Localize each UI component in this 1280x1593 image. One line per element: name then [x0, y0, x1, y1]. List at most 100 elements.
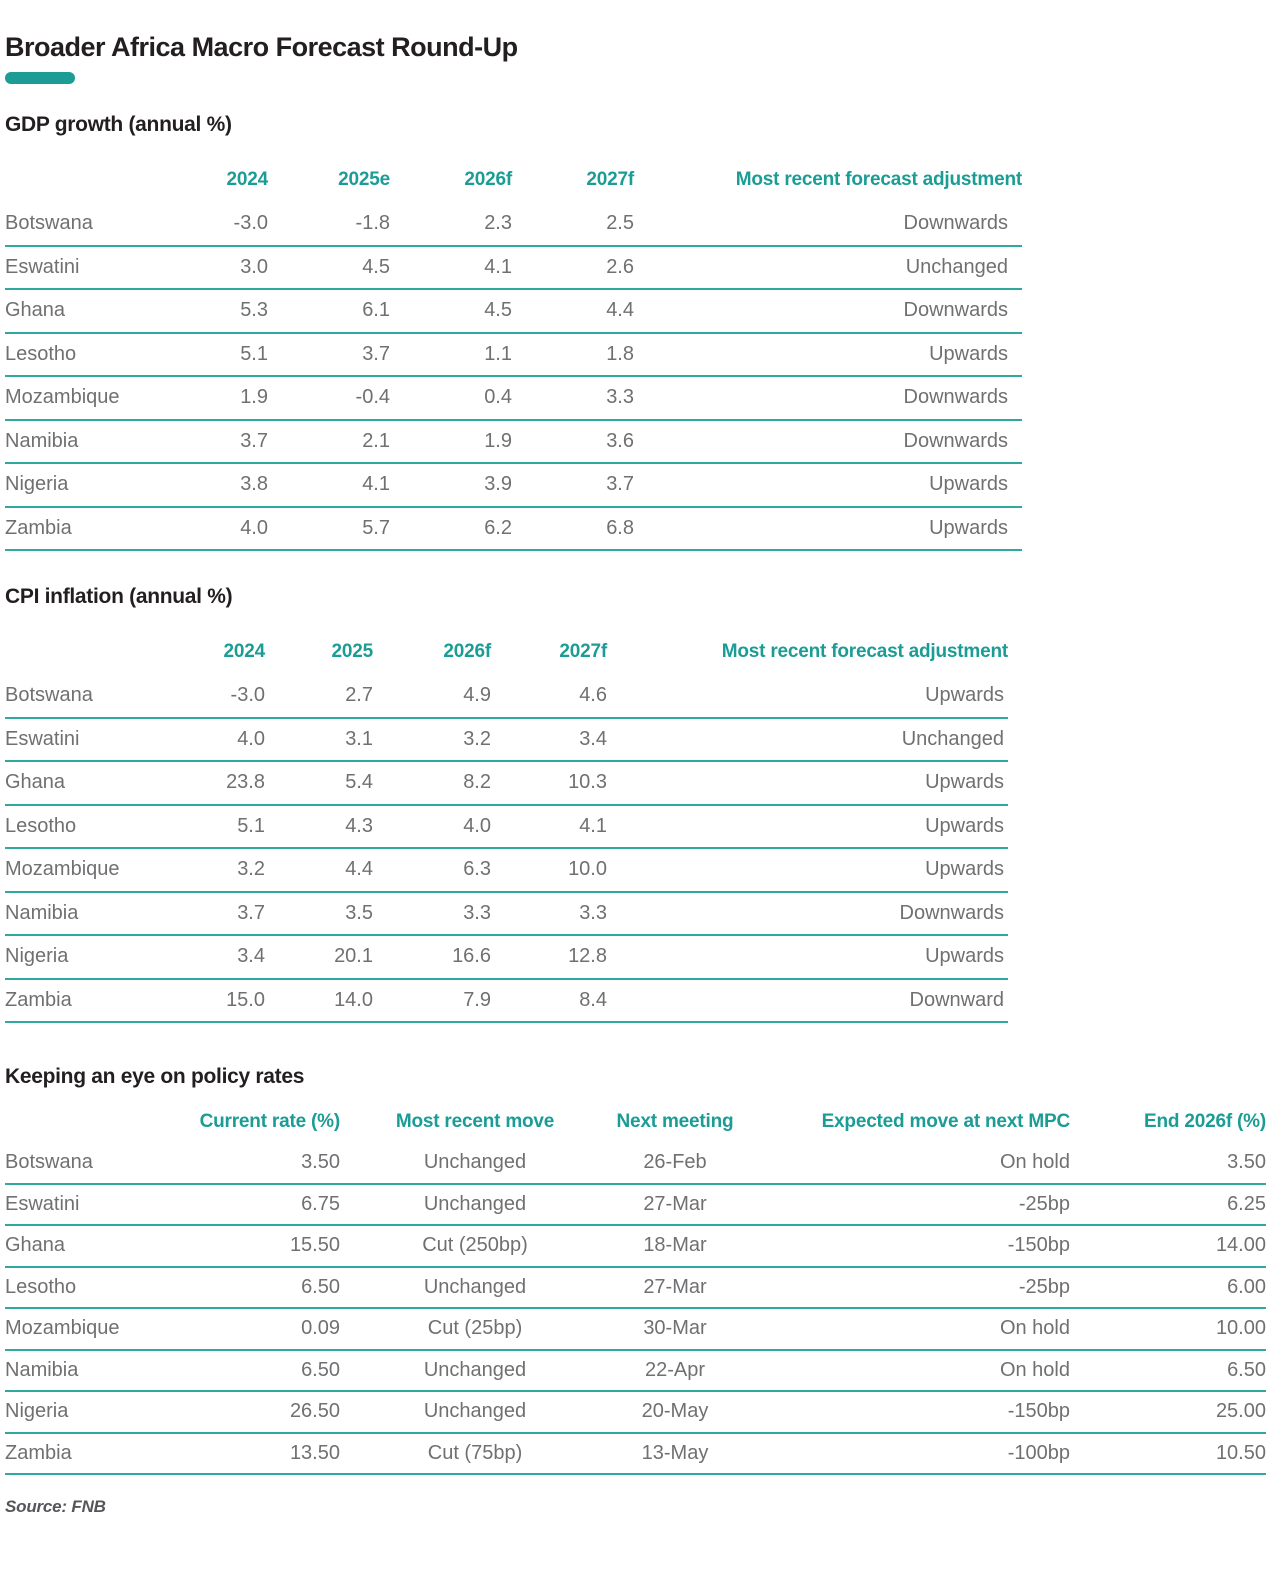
row-label-cell: Nigeria [5, 463, 168, 508]
value-cell: 5.1 [165, 804, 265, 850]
table-row: Nigeria 3.4 20.1 16.6 12.8 Upwards [5, 935, 1008, 980]
value-cell: Unchanged [340, 1391, 610, 1434]
table-row: Ghana 23.8 5.4 8.2 10.3 Upwards [5, 761, 1008, 806]
value-cell: Unchanged [340, 1183, 610, 1227]
value-cell: 3.5 [265, 891, 373, 937]
column-header: 2027f [586, 169, 634, 191]
column-header: 2025e [338, 169, 390, 191]
value-cell: Downwards [634, 289, 1022, 334]
value-cell: 4.1 [491, 804, 607, 850]
section-gdp-growth: GDP growth (annual %) 2024 2025e 2026f 2027… [5, 113, 1280, 552]
section-policy-rates: Keeping an eye on policy rates Current r… [5, 1065, 1280, 1476]
row-label-cell: Ghana [5, 761, 165, 806]
value-cell: 3.4 [165, 935, 265, 980]
value-cell: 1.9 [390, 419, 512, 465]
value-cell: On hold [740, 1143, 1070, 1185]
row-label-cell: Botswana [5, 1143, 168, 1185]
value-cell: -1.8 [268, 203, 390, 247]
value-cell: 4.3 [265, 804, 373, 850]
row-label-cell: Zambia [5, 978, 165, 1024]
value-cell: -25bp [740, 1183, 1070, 1227]
column-header: 2027f [559, 641, 607, 663]
column-header: Most recent forecast adjustment [721, 641, 1008, 663]
value-cell: 6.50 [168, 1266, 340, 1310]
value-cell: 14.00 [1070, 1225, 1266, 1268]
cpi-inflation-heading: CPI inflation (annual %) [5, 585, 233, 609]
value-cell: 3.2 [373, 717, 491, 763]
value-cell: Downwards [634, 376, 1022, 421]
value-cell: 6.50 [1070, 1349, 1266, 1393]
table-row: Nigeria 26.50 Unchanged 20-May -150bp 25.00 [5, 1391, 1266, 1434]
source-note: Source: FNB [5, 1497, 106, 1517]
table-row: Lesotho 5.1 3.7 1.1 1.8 Upwards [5, 332, 1022, 378]
value-cell: Unchanged [607, 717, 1008, 763]
value-cell: 27-Mar [610, 1183, 740, 1227]
row-label-cell: Lesotho [5, 332, 168, 378]
value-cell: 3.7 [165, 891, 265, 937]
column-header [5, 625, 165, 675]
value-cell: 3.6 [512, 419, 634, 465]
row-label-cell: Botswana [5, 203, 168, 247]
table-row: Lesotho 5.1 4.3 4.0 4.1 Upwards [5, 804, 1008, 850]
value-cell: 10.50 [1070, 1432, 1266, 1476]
table-row: Ghana 15.50 Cut (250bp) 18-Mar -150bp 14.00 [5, 1225, 1266, 1268]
value-cell: 27-Mar [610, 1266, 740, 1310]
column-header: 2026f [443, 641, 491, 663]
value-cell: 4.1 [390, 245, 512, 291]
value-cell: Upwards [607, 848, 1008, 893]
value-cell: Upwards [607, 761, 1008, 806]
row-label-cell: Namibia [5, 891, 165, 937]
value-cell: 13-May [610, 1432, 740, 1476]
value-cell: 4.5 [268, 245, 390, 291]
value-cell: 3.2 [165, 848, 265, 893]
value-cell: Upwards [607, 935, 1008, 980]
table-row: Namibia 3.7 2.1 1.9 3.6 Downwards [5, 419, 1022, 465]
table-row: Mozambique 1.9 -0.4 0.4 3.3 Downwards [5, 376, 1022, 421]
value-cell: 26-Feb [610, 1143, 740, 1185]
value-cell: 3.3 [491, 891, 607, 937]
table-row: Mozambique 3.2 4.4 6.3 10.0 Upwards [5, 848, 1008, 893]
value-cell: 1.8 [512, 332, 634, 378]
row-label-cell: Eswatini [5, 717, 165, 763]
table-row: Mozambique 0.09 Cut (25bp) 30-Mar On hold 10.… [5, 1308, 1266, 1351]
value-cell: Upwards [634, 332, 1022, 378]
value-cell: On hold [740, 1349, 1070, 1393]
value-cell: 10.3 [491, 761, 607, 806]
value-cell: 2.5 [512, 203, 634, 247]
column-header: Most recent forecast adjustment [735, 169, 1022, 191]
value-cell: 20.1 [265, 935, 373, 980]
value-cell: 4.1 [268, 463, 390, 508]
value-cell: Unchanged [340, 1266, 610, 1310]
column-header: End 2026f (%) [1144, 1111, 1266, 1133]
table-row: Zambia 15.0 14.0 7.9 8.4 Downward [5, 978, 1008, 1024]
value-cell: -150bp [740, 1391, 1070, 1434]
column-header: 2024 [223, 641, 266, 663]
value-cell: 5.3 [168, 289, 268, 334]
table-row: Zambia 13.50 Cut (75bp) 13-May -100bp 10.50 [5, 1432, 1266, 1476]
value-cell: 4.0 [168, 506, 268, 552]
value-cell: 4.5 [390, 289, 512, 334]
value-cell: 20-May [610, 1391, 740, 1434]
value-cell: Unchanged [634, 245, 1022, 291]
value-cell: 4.0 [165, 717, 265, 763]
value-cell: 3.4 [491, 717, 607, 763]
row-label-cell: Mozambique [5, 1308, 168, 1351]
table-row: Eswatini 6.75 Unchanged 27-Mar -25bp 6.25 [5, 1183, 1266, 1227]
value-cell: -0.4 [268, 376, 390, 421]
value-cell: Cut (25bp) [340, 1308, 610, 1351]
value-cell: 4.4 [265, 848, 373, 893]
value-cell: 13.50 [168, 1432, 340, 1476]
value-cell: 2.7 [265, 675, 373, 719]
row-label-cell: Zambia [5, 506, 168, 552]
value-cell: 7.9 [373, 978, 491, 1024]
table-row: Namibia 6.50 Unchanged 22-Apr On hold 6.50 [5, 1349, 1266, 1393]
value-cell: 30-Mar [610, 1308, 740, 1351]
value-cell: 5.1 [168, 332, 268, 378]
table-row: Lesotho 6.50 Unchanged 27-Mar -25bp 6.00 [5, 1266, 1266, 1310]
value-cell: 15.50 [168, 1225, 340, 1268]
row-label-cell: Lesotho [5, 1266, 168, 1310]
value-cell: 6.25 [1070, 1183, 1266, 1227]
value-cell: Downwards [607, 891, 1008, 937]
table-row: Ghana 5.3 6.1 4.5 4.4 Downwards [5, 289, 1022, 334]
row-label-cell: Namibia [5, 419, 168, 465]
